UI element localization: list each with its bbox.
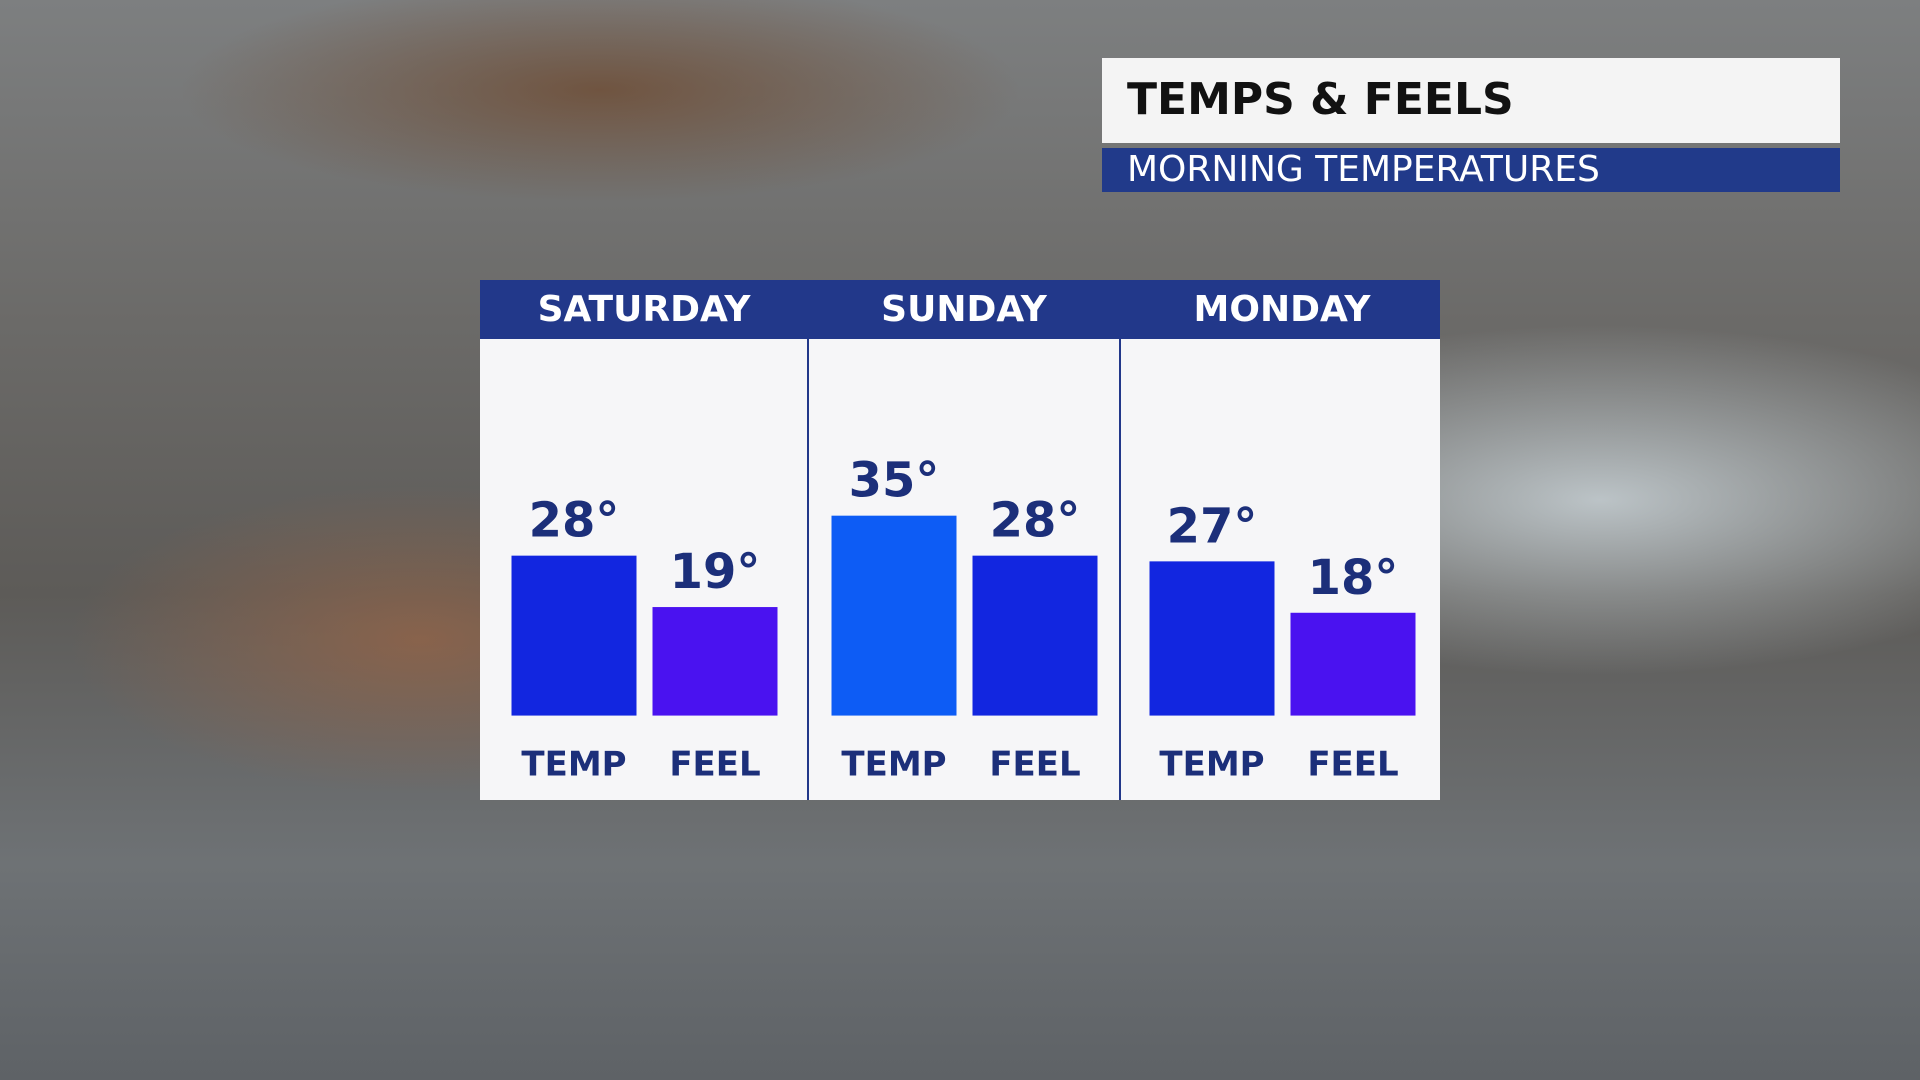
- bar: [831, 515, 957, 716]
- series-label: TEMP: [841, 745, 946, 785]
- category-label: SUNDAY: [881, 289, 1048, 330]
- chart-subtitle: MORNING TEMPERATURES: [1127, 149, 1600, 190]
- value-label: 28°: [990, 493, 1081, 549]
- value-label: 19°: [670, 544, 761, 600]
- title-box: [1102, 58, 1840, 143]
- series-label: TEMP: [521, 745, 626, 785]
- series-label: FEEL: [989, 745, 1080, 785]
- value-label: 35°: [849, 453, 940, 509]
- bar: [1290, 612, 1416, 716]
- bar: [652, 607, 778, 716]
- subtitle-box: [1102, 148, 1840, 192]
- value-label: 27°: [1167, 498, 1258, 554]
- bar: [511, 555, 637, 716]
- panel-header: [480, 280, 1440, 339]
- category-label: MONDAY: [1194, 289, 1372, 330]
- chart-title: TEMPS & FEELS: [1127, 74, 1514, 125]
- series-label: FEEL: [669, 745, 760, 785]
- category-label: SATURDAY: [538, 289, 752, 330]
- bar: [972, 555, 1098, 716]
- value-label: 28°: [529, 493, 620, 549]
- series-label: FEEL: [1307, 745, 1398, 785]
- value-label: 18°: [1308, 550, 1399, 606]
- panel: [480, 280, 1440, 800]
- bar: [1149, 561, 1275, 716]
- series-label: TEMP: [1159, 745, 1264, 785]
